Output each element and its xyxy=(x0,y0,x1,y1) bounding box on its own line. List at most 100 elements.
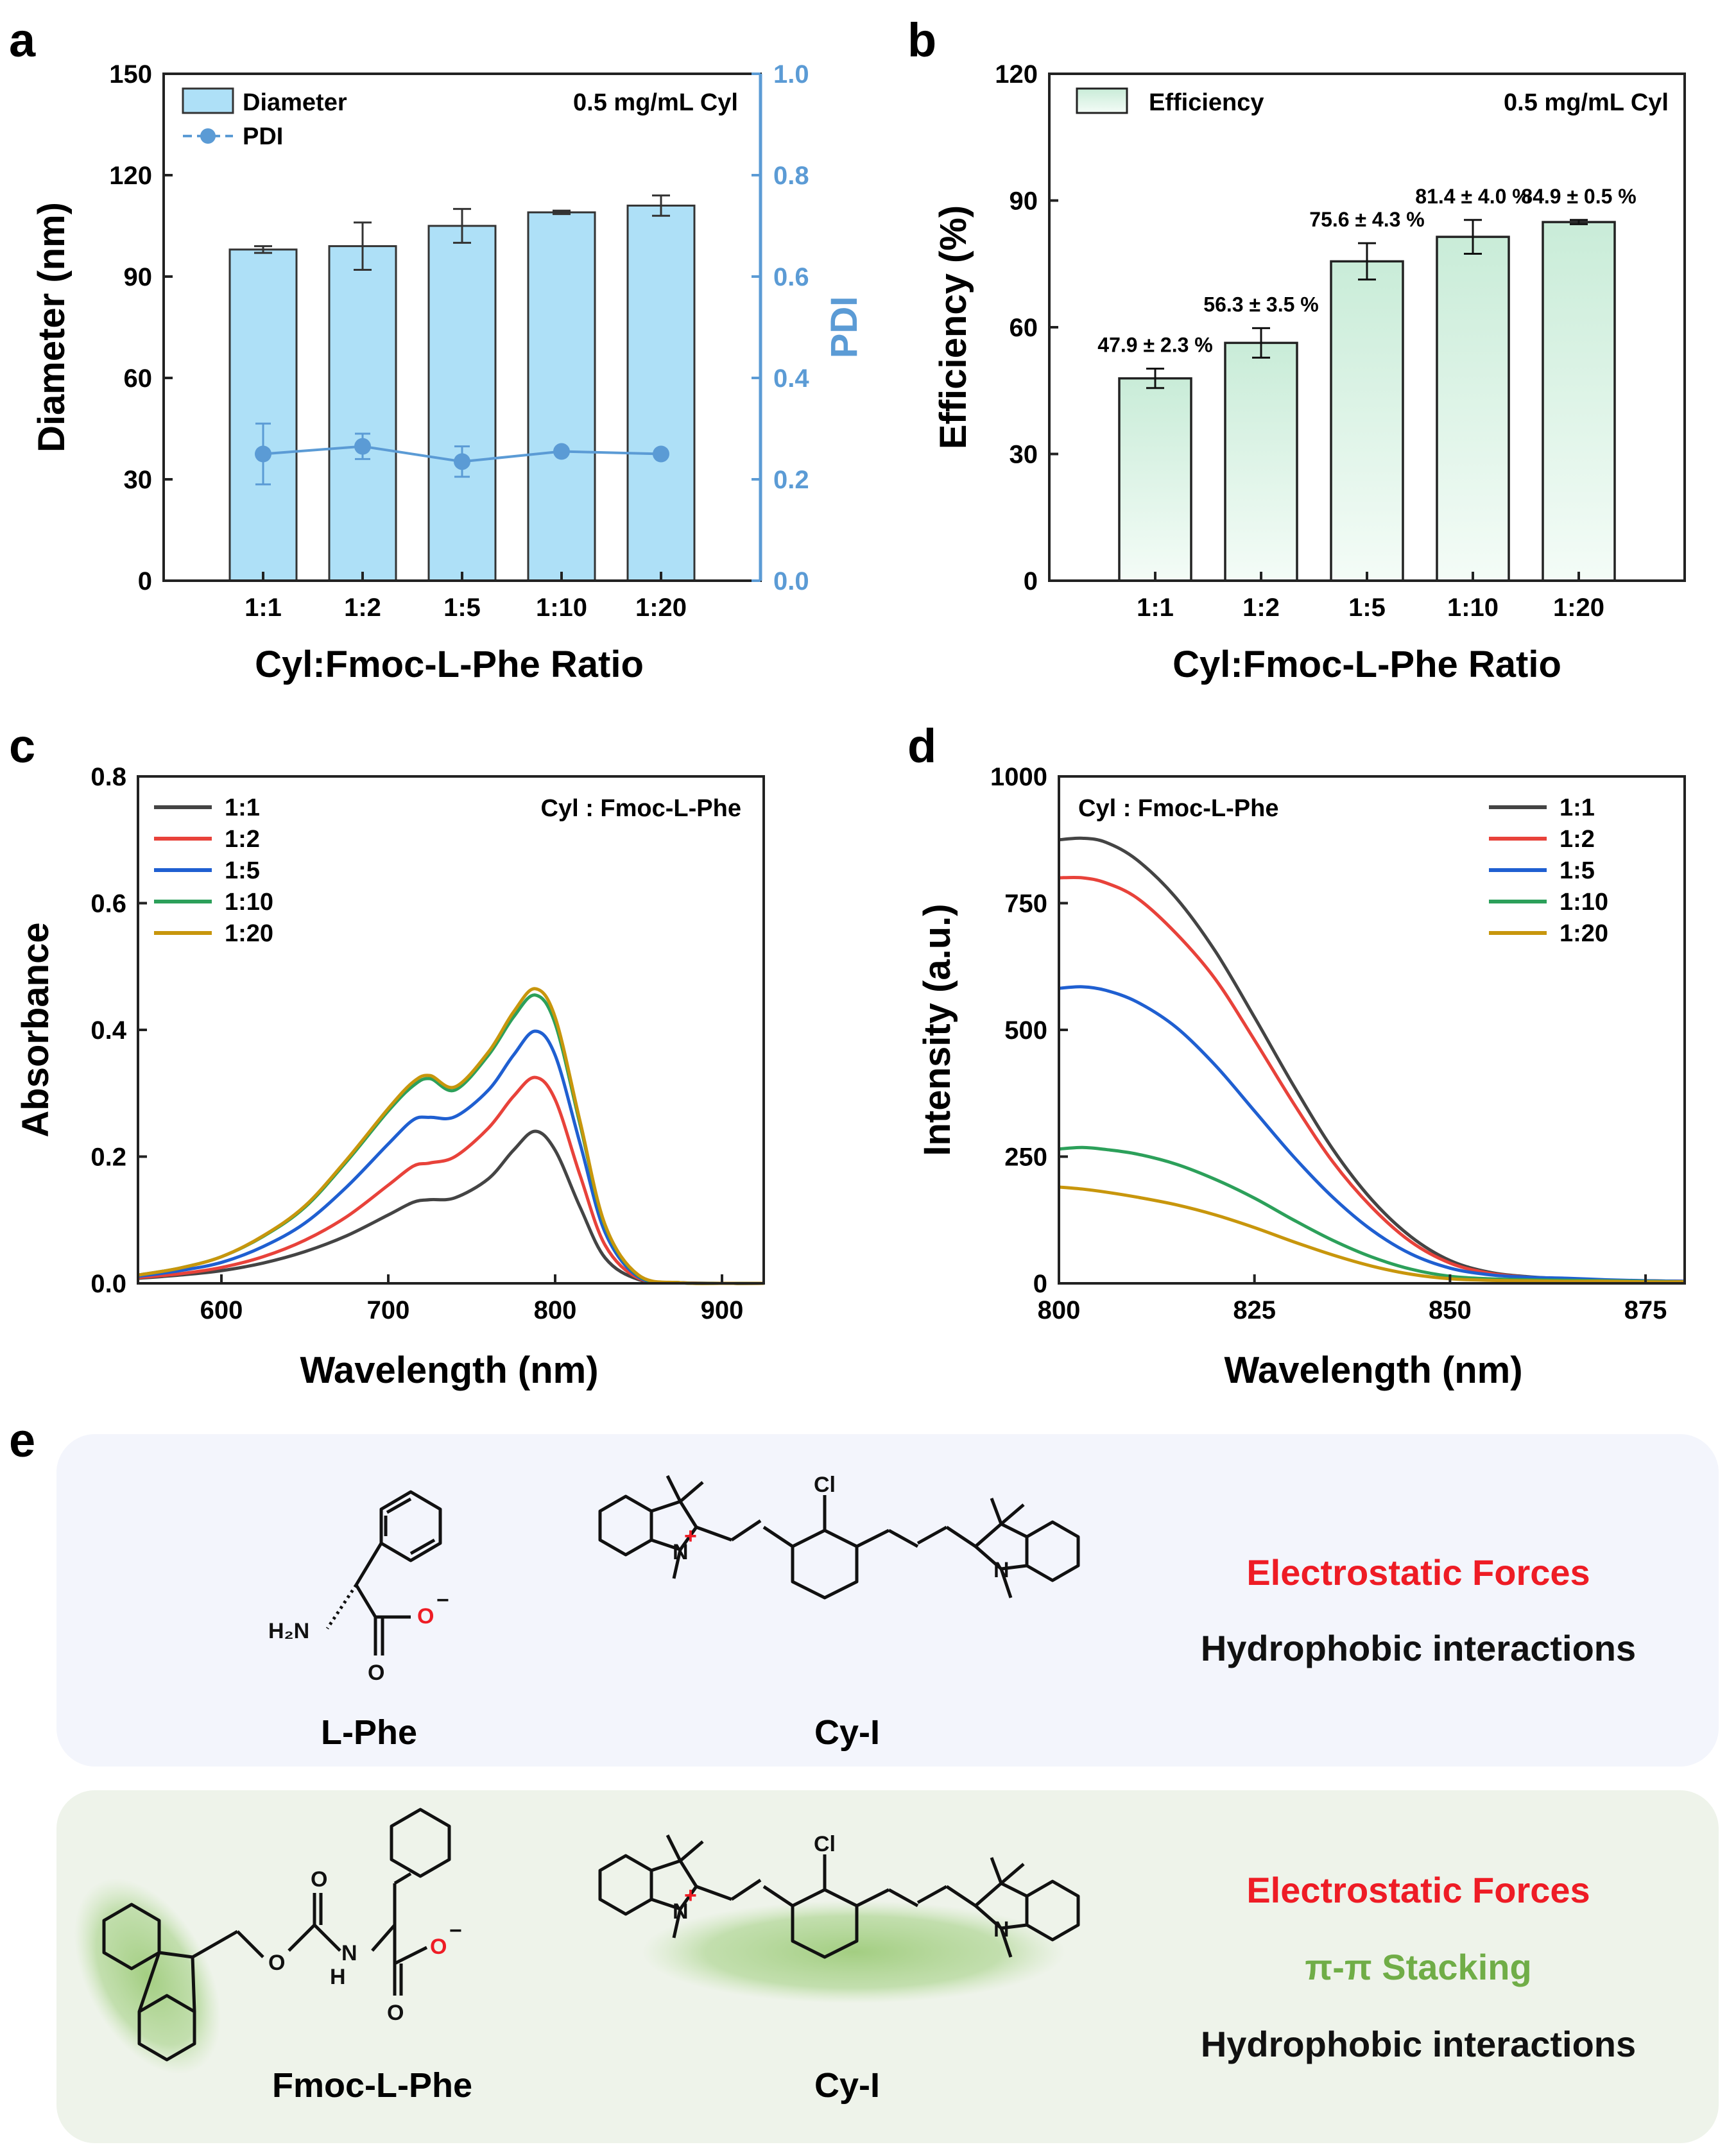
panel-d-plot-area xyxy=(1058,836,1685,1284)
panel-b-plot-area: 47.9 ± 2.3 % 56.3 ± 3.5 % 75.6 ± 4.3 %81.4… xyxy=(1097,185,1637,582)
panel-d-legend-label-1:10: 1:10 xyxy=(1560,889,1608,916)
panel-c-ytick-label-0.8: 0.8 xyxy=(90,763,126,791)
panel-a-xtick-label-1:20: 1:20 xyxy=(635,594,687,622)
panel-c-xtick-label-600: 600 xyxy=(200,1296,243,1324)
panel-d-note: Cyl : Fmoc-L-Phe xyxy=(1078,795,1278,822)
panel-d-fluorescence-chart: 0 250 500 750 1000 800 825 850 875 1:1 1:2 1:5 1:10… xyxy=(916,763,1686,1391)
panel-a-ytick-label-30: 30 xyxy=(124,466,153,494)
panel-a-legend-diameter: Diameter xyxy=(243,89,347,116)
panel-a-xtick-label-1:2: 1:2 xyxy=(344,594,381,622)
l-phe-phenyl-ring xyxy=(379,1490,442,1562)
panel-b-legend-swatch xyxy=(1076,87,1128,114)
cy-i-bond-10 xyxy=(888,1888,919,1908)
panel-b-bar-1:5 xyxy=(1330,260,1404,582)
cy-i-bond-2 xyxy=(666,1475,682,1503)
panel-b-data-label-1:1: 47.9 ± 2.3 % xyxy=(1097,334,1212,357)
panel-c-legend-label-1:1: 1:1 xyxy=(225,794,260,821)
panel-d-ytick-label-250: 250 xyxy=(1004,1143,1047,1172)
fmoc-ring-link xyxy=(393,1872,412,1885)
panel-d-xtick-label-850: 850 xyxy=(1429,1296,1472,1324)
panel-b-ytick-label-90: 90 xyxy=(1010,187,1038,216)
cy-i-bond-4 xyxy=(696,1885,732,1901)
cy-i-bond-18 xyxy=(672,1908,682,1938)
fmoc-l-phe-name: Fmoc-L-Phe xyxy=(272,2066,472,2105)
panel-a-y2tick-label-0.2: 0.2 xyxy=(773,466,809,494)
panel-a-bar-1:20 xyxy=(626,204,696,582)
cy-i-bond-15 xyxy=(1000,1503,1025,1525)
panel-a-xtick-label-1:1: 1:1 xyxy=(245,594,282,622)
panel-b-efficiency-chart: 47.9 ± 2.3 % 56.3 ± 3.5 % 75.6 ± 4.3 %81.4… xyxy=(932,60,1686,685)
panel-d-ytick-label-1000: 1000 xyxy=(990,763,1047,791)
l-phe-oxygen-label: O xyxy=(417,1604,434,1629)
panel-a-bar-1:10 xyxy=(527,211,596,582)
panel-c-xtick-label-900: 900 xyxy=(701,1296,744,1324)
cy-i-bond-5 xyxy=(730,1878,762,1901)
panel-a-y2tick-label-0.0: 0.0 xyxy=(773,567,809,595)
panel-a-pdi-point-1:5 xyxy=(454,453,470,470)
panel-d-ticks: 0 250 500 750 1000 800 825 850 875 xyxy=(990,763,1667,1324)
cy-i-right-nitrogen: N xyxy=(993,1558,1010,1582)
cy-i-bond-3 xyxy=(679,1481,704,1503)
panel-a-ytick-label-150: 150 xyxy=(109,60,152,89)
panel-c-xtick-label-700: 700 xyxy=(367,1296,410,1324)
bottom-pi-pi-stacking: π-π Stacking xyxy=(1305,1947,1531,1987)
panel-a-ticks: 0 30 60 90 120 150 0.0 0.2 0.4 0.6 0.8 1.0 1:1 1:2 1:5… xyxy=(109,60,809,622)
top-hydrophobic-interactions: Hydrophobic interactions xyxy=(1201,1628,1636,1668)
panel-b-xtick-label-1:1: 1:1 xyxy=(1137,594,1174,622)
cy-i-name-bottom: Cy-I xyxy=(814,2066,880,2105)
panel-a-ytick-label-90: 90 xyxy=(124,263,153,291)
cy-i-bond-6 xyxy=(762,1525,794,1548)
panel-b-xtick-label-1:2: 1:2 xyxy=(1242,594,1280,622)
l-phe-amine-label: H₂N xyxy=(268,1619,309,1643)
panel-c-series-line-1:10 xyxy=(137,993,764,1285)
bottom-electrostatic-forces: Electrostatic Forces xyxy=(1246,1870,1590,1910)
fmoc-ch2-bond xyxy=(191,1929,239,1959)
panel-d-legend-label-1:20: 1:20 xyxy=(1560,920,1608,947)
cy-i-bond-17 xyxy=(999,1568,1013,1598)
cy-i-bond-12 xyxy=(945,1525,977,1548)
fmoc-acid-oxygen: O xyxy=(430,1935,447,1959)
panel-d-series-line-1:10 xyxy=(1058,1145,1685,1284)
panel-b-xtick-label-1:5: 1:5 xyxy=(1348,594,1386,622)
cy-i-bond-18 xyxy=(672,1549,682,1579)
fmoc-acid-charge: − xyxy=(449,1919,462,1943)
fmoc-oxy-bond xyxy=(236,1930,264,1958)
panel-a-pdi-point-1:2 xyxy=(354,438,371,455)
panel-d-series-line-1:20 xyxy=(1058,1185,1685,1284)
panel-d-legend-label-1:5: 1:5 xyxy=(1560,857,1595,884)
panel-a-bar-1:5 xyxy=(427,225,497,582)
cy-i-right-nitrogen: N xyxy=(993,1917,1010,1942)
panel-letter-b: b xyxy=(907,13,936,67)
fmoc-nh-hydrogen: H xyxy=(330,1965,346,1989)
panel-d-xtick-label-825: 825 xyxy=(1233,1296,1276,1324)
panel-d-ytick-label-750: 750 xyxy=(1004,890,1047,918)
panel-e-interaction-scheme: H₂N O − O L-Phe Cy-I Electrostatic Force… xyxy=(56,1434,1719,2143)
panel-d-series-line-1:5 xyxy=(1058,985,1685,1283)
panel-c-ytick-label-0.4: 0.4 xyxy=(90,1016,126,1045)
cy-i-bond-16 xyxy=(1026,1879,1080,1942)
panel-b-concentration-note: 0.5 mg/mL Cyl xyxy=(1504,89,1669,116)
cy-i-bond-16 xyxy=(1026,1520,1080,1582)
panel-c-xtick-label-800: 800 xyxy=(534,1296,577,1324)
cy-i-bond-15 xyxy=(1000,1863,1025,1885)
fmoc-carbonyl-oxygen: O xyxy=(311,1867,327,1892)
panel-a-diameter-pdi-chart: 0 30 60 90 120 150 0.0 0.2 0.4 0.6 0.8 1.0 1:1 1:2 1:5… xyxy=(31,60,865,685)
cy-i-bond-14 xyxy=(990,1498,1003,1525)
cy-i-bond-12 xyxy=(945,1885,977,1908)
panel-a-concentration-note: 0.5 mg/mL Cyl xyxy=(573,89,738,116)
top-electrostatic-forces: Electrostatic Forces xyxy=(1246,1552,1590,1593)
panel-b-data-label-1:10: 81.4 ± 4.0 % xyxy=(1415,185,1530,208)
fmoc-acid-o-bond xyxy=(393,1946,428,1965)
panel-b-ytick-label-30: 30 xyxy=(1010,441,1038,469)
panel-c-legend: 1:1 1:2 1:5 1:10 1:20 xyxy=(154,794,273,947)
panel-a-y2-axis-title: PDI xyxy=(823,296,865,359)
fmoc-carbamate-bond xyxy=(288,1924,316,1952)
panel-a-bar-1:1 xyxy=(228,248,298,582)
panel-c-ticks: 0.0 0.2 0.4 0.6 0.8 600 700 800 900 xyxy=(90,763,743,1324)
panel-c-x-axis-title: Wavelength (nm) xyxy=(300,1349,598,1391)
panel-b-data-label-1:5: 75.6 ± 4.3 % xyxy=(1309,208,1424,231)
cy-i-structure-bottom xyxy=(598,1834,1080,1959)
l-phe-charge-label: − xyxy=(436,1588,449,1613)
